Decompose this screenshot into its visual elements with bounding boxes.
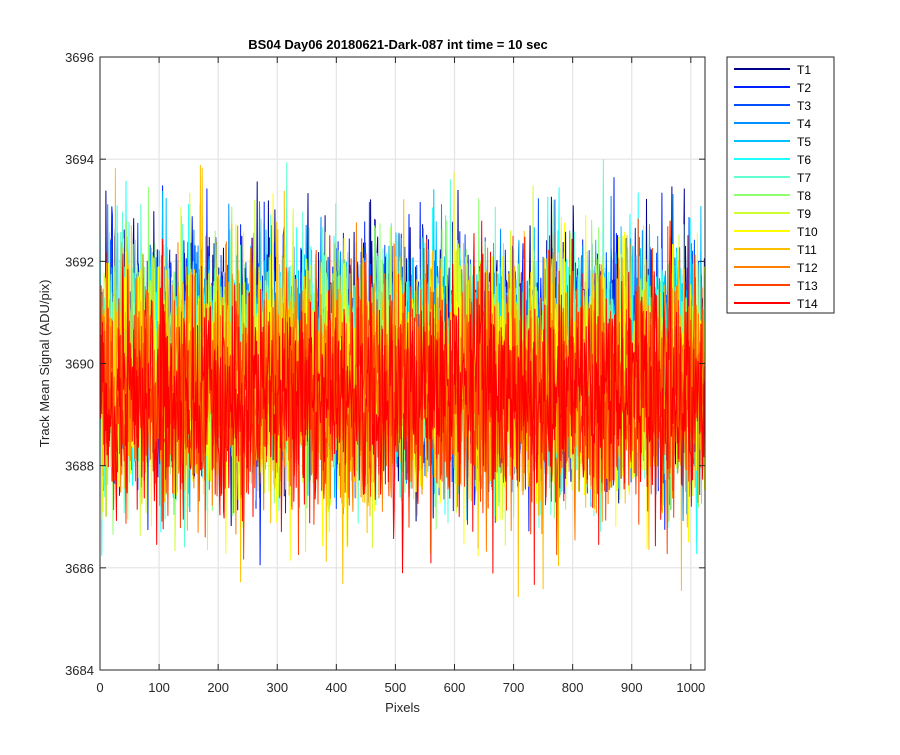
x-tick-label: 600 [444, 680, 466, 695]
legend-label-t2: T2 [797, 81, 811, 95]
y-tick-label: 3692 [65, 254, 94, 269]
plot-area: 0 100 200 300 400 500 600 700 800 900 1000 3684 3686… [65, 50, 706, 695]
x-tick-label: 0 [96, 680, 103, 695]
legend-label-t9: T9 [797, 207, 811, 221]
legend-box [726, 56, 835, 314]
x-tick-label: 400 [325, 680, 347, 695]
legend-label-t4: T4 [797, 117, 811, 131]
legend-label-t10: T10 [797, 225, 818, 239]
x-tick-label: 200 [207, 680, 229, 695]
x-tick-label: 100 [148, 680, 170, 695]
y-tick-label: 3696 [65, 50, 94, 65]
y-tick-label: 3688 [65, 459, 94, 474]
chart-title: BS04 Day06 20180621-Dark-087 int time = … [248, 37, 548, 52]
legend-label-t5: T5 [797, 135, 811, 149]
legend-label-t12: T12 [797, 261, 818, 275]
legend-label-t13: T13 [797, 279, 818, 293]
y-tick-label: 3684 [65, 663, 94, 678]
y-tick-label: 3690 [65, 357, 94, 372]
x-tick-label: 700 [503, 680, 525, 695]
legend-label-t8: T8 [797, 189, 811, 203]
legend: T1 T2 T3 T4 T5 T6 T7 T8 T9 T10 T11 T12 T13 T14 [726, 56, 835, 314]
legend-items: T1 T2 T3 T4 T5 T6 T7 T8 T9 T10 T11 T12 T13 T14 [734, 63, 818, 311]
y-axis-label: Track Mean Signal (ADU/pix) [37, 280, 52, 448]
series-layer [99, 158, 705, 598]
x-tick-label: 900 [621, 680, 643, 695]
legend-label-t14: T14 [797, 297, 818, 311]
legend-label-t7: T7 [797, 171, 811, 185]
x-tick-label: 500 [385, 680, 407, 695]
x-tick-label: 1000 [676, 680, 705, 695]
series-line-t14 [99, 220, 705, 585]
tick-layer: 0 100 200 300 400 500 600 700 800 900 1000 3684 3686… [65, 50, 705, 695]
legend-label-t6: T6 [797, 153, 811, 167]
x-tick-label: 800 [562, 680, 584, 695]
legend-label-t3: T3 [797, 99, 811, 113]
legend-label-t11: T11 [797, 243, 817, 257]
x-tick-label: 300 [266, 680, 288, 695]
y-tick-label: 3686 [65, 561, 94, 576]
x-axis-label: Pixels [385, 700, 420, 715]
legend-label-t1: T1 [797, 63, 811, 77]
y-tick-label: 3694 [65, 152, 94, 167]
